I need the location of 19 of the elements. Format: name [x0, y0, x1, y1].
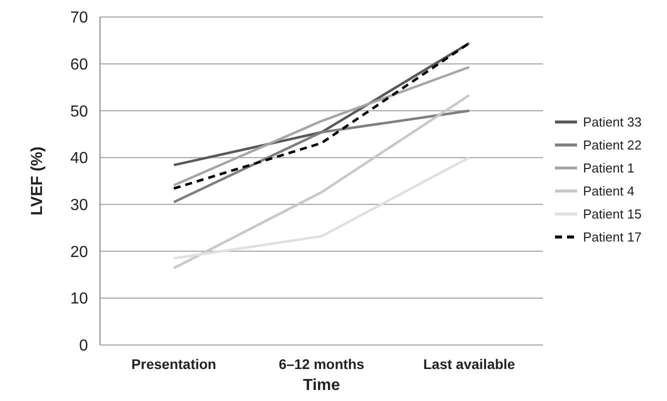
y-axis-title: LVEF (%) — [29, 146, 46, 216]
y-tick-label: 70 — [70, 10, 88, 27]
legend-label: Patient 17 — [583, 230, 642, 245]
x-tick-label: Presentation — [131, 356, 216, 372]
legend-label: Patient 4 — [583, 184, 634, 199]
x-tick-label: 6–12 months — [278, 356, 365, 372]
y-tick-label: 0 — [79, 338, 88, 355]
legend-label: Patient 1 — [583, 160, 634, 176]
x-axis-title: Time — [302, 377, 340, 394]
y-tick-label: 30 — [70, 197, 88, 214]
legend-label: Patient 15 — [583, 206, 642, 222]
legend-label: Patient 22 — [583, 138, 642, 153]
y-tick-label: 40 — [70, 150, 88, 168]
legend-label: Patient 33 — [583, 114, 642, 130]
y-tick-label: 60 — [70, 56, 88, 74]
x-tick-label: Last available — [423, 356, 516, 372]
y-tick-label: 10 — [70, 290, 88, 308]
y-tick-label: 20 — [70, 244, 88, 261]
y-tick-label: 50 — [70, 103, 88, 120]
